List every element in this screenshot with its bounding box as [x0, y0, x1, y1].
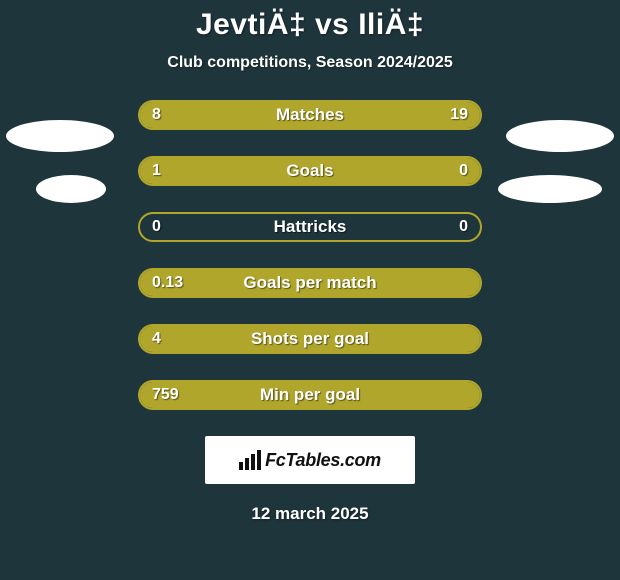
stat-bar-track: Hattricks 0 0	[138, 212, 482, 242]
brand-inner: FcTables.com	[239, 450, 381, 471]
stat-value-left: 4	[152, 330, 161, 348]
stat-label: Min per goal	[260, 385, 360, 405]
stat-bar-track: Shots per goal 4	[138, 324, 482, 354]
subtitle: Club competitions, Season 2024/2025	[0, 54, 620, 72]
player-placeholder-oval	[506, 120, 614, 152]
stat-value-left: 1	[152, 162, 161, 180]
stat-bar-track: Min per goal 759	[138, 380, 482, 410]
player-placeholder-oval	[6, 120, 114, 152]
stat-value-right: 19	[450, 106, 468, 124]
date-label: 12 march 2025	[0, 504, 620, 524]
brand-badge[interactable]: FcTables.com	[205, 436, 415, 484]
stat-value-right: 0	[459, 162, 468, 180]
stat-row: Shots per goal 4	[0, 324, 620, 354]
stat-bar-fill-right	[405, 158, 480, 184]
stat-label: Goals per match	[243, 273, 376, 293]
stat-value-left: 759	[152, 386, 179, 404]
player-placeholder-oval	[36, 175, 106, 203]
stat-bar-track: Matches 8 19	[138, 100, 482, 130]
stat-value-left: 0.13	[152, 274, 183, 292]
stat-label: Goals	[286, 161, 333, 181]
main-container: JevtiÄ‡ vs IliÄ‡ Club competitions, Seas…	[0, 0, 620, 524]
stat-label: Shots per goal	[251, 329, 369, 349]
stat-row: Goals per match 0.13	[0, 268, 620, 298]
bars-chart-icon	[239, 450, 261, 470]
brand-text: FcTables.com	[265, 450, 381, 471]
stat-value-left: 0	[152, 218, 161, 236]
stat-label: Hattricks	[274, 217, 347, 237]
stat-bar-track: Goals 1 0	[138, 156, 482, 186]
page-title: JevtiÄ‡ vs IliÄ‡	[0, 8, 620, 42]
stat-value-left: 8	[152, 106, 161, 124]
stat-label: Matches	[276, 105, 344, 125]
stat-row: Min per goal 759	[0, 380, 620, 410]
stat-bar-fill-left	[140, 158, 405, 184]
player-placeholder-oval	[498, 175, 602, 203]
stat-bar-track: Goals per match 0.13	[138, 268, 482, 298]
stat-row: Hattricks 0 0	[0, 212, 620, 242]
stat-value-right: 0	[459, 218, 468, 236]
